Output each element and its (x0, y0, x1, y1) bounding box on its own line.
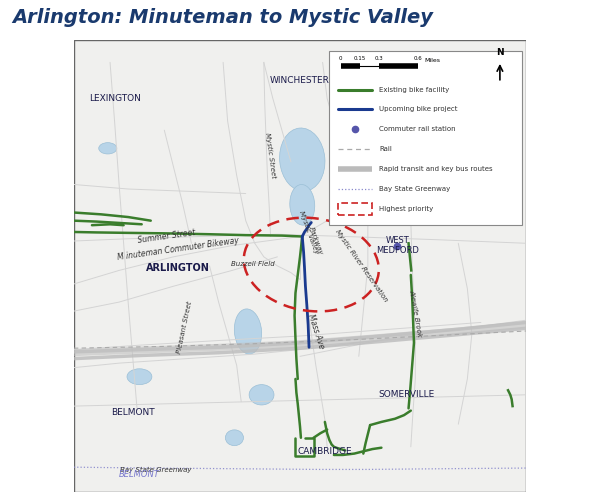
Text: SOMERVILLE: SOMERVILLE (378, 390, 434, 399)
Text: WEST
MEDFORD: WEST MEDFORD (376, 236, 419, 255)
Text: Mystic Valley: Mystic Valley (298, 210, 320, 254)
Text: 0.15: 0.15 (354, 56, 366, 61)
Text: WINCHESTER: WINCHESTER (270, 76, 330, 85)
Text: Summer Street: Summer Street (137, 228, 196, 245)
Text: CAMBRIDGE: CAMBRIDGE (298, 447, 352, 456)
Text: Highest priority: Highest priority (379, 206, 433, 212)
Text: Existing bike facility: Existing bike facility (379, 86, 449, 92)
Text: Mass Ave: Mass Ave (306, 313, 326, 350)
Text: ARLINGTON: ARLINGTON (146, 263, 210, 273)
Text: BELMONT: BELMONT (119, 470, 160, 479)
Ellipse shape (226, 430, 244, 446)
Text: LEXINGTON: LEXINGTON (89, 94, 140, 103)
Text: 0.6: 0.6 (413, 56, 422, 61)
Bar (329, 51, 521, 225)
Ellipse shape (235, 309, 262, 354)
Bar (338, 203, 373, 215)
Ellipse shape (290, 184, 315, 225)
Text: Rail: Rail (379, 146, 392, 152)
Text: 0: 0 (339, 56, 343, 61)
Ellipse shape (99, 143, 117, 154)
Text: 0.3: 0.3 (375, 56, 383, 61)
Text: Alewife Brook: Alewife Brook (408, 289, 422, 337)
Text: Parkway: Parkway (308, 226, 323, 256)
Text: Arlington: Minuteman to Mystic Valley: Arlington: Minuteman to Mystic Valley (12, 8, 433, 27)
Text: Mystic River Reservation: Mystic River Reservation (334, 229, 388, 303)
Text: Commuter rail station: Commuter rail station (379, 126, 456, 132)
Text: Upcoming bike project: Upcoming bike project (379, 106, 458, 112)
Text: Bay State Greenway: Bay State Greenway (379, 186, 451, 192)
Text: Rapid transit and key bus routes: Rapid transit and key bus routes (379, 166, 493, 172)
Text: M inuteman Commuter Bikeway: M inuteman Commuter Bikeway (116, 236, 239, 262)
Text: MEDFORD: MEDFORD (392, 173, 438, 182)
Text: Pleasant Street: Pleasant Street (176, 300, 193, 354)
Ellipse shape (249, 385, 274, 405)
Text: BELMONT: BELMONT (111, 409, 154, 417)
Text: Buzzell Field: Buzzell Field (230, 260, 274, 266)
Ellipse shape (127, 369, 152, 385)
Text: Mystic Street: Mystic Street (265, 132, 277, 178)
Text: N: N (496, 48, 504, 57)
Ellipse shape (280, 128, 325, 191)
Text: Miles: Miles (425, 58, 441, 63)
Text: Bay State Greenway: Bay State Greenway (119, 467, 191, 473)
